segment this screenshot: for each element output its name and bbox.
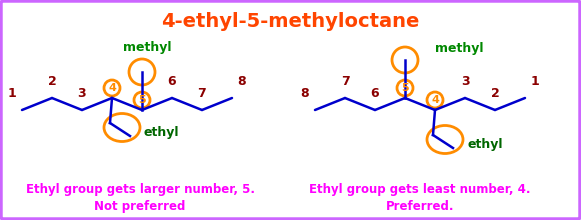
Text: ethyl: ethyl bbox=[144, 126, 180, 139]
Text: 7: 7 bbox=[340, 75, 349, 88]
Text: 2: 2 bbox=[48, 75, 56, 88]
Text: 6: 6 bbox=[168, 75, 176, 88]
Text: 7: 7 bbox=[198, 87, 206, 100]
Text: Ethyl group gets least number, 4.
Preferred.: Ethyl group gets least number, 4. Prefer… bbox=[309, 183, 531, 213]
Text: methyl: methyl bbox=[435, 42, 483, 55]
Text: 4: 4 bbox=[431, 95, 439, 105]
Text: 3: 3 bbox=[461, 75, 469, 88]
Text: 1: 1 bbox=[530, 75, 539, 88]
Text: 4: 4 bbox=[108, 83, 116, 93]
Text: 8: 8 bbox=[238, 75, 246, 88]
Text: 5: 5 bbox=[401, 83, 409, 93]
Text: methyl: methyl bbox=[123, 41, 171, 54]
Text: 5: 5 bbox=[138, 95, 146, 105]
Text: ethyl: ethyl bbox=[467, 138, 503, 151]
Text: 2: 2 bbox=[490, 87, 500, 100]
Text: 3: 3 bbox=[78, 87, 87, 100]
Text: 4-ethyl-5-methyloctane: 4-ethyl-5-methyloctane bbox=[161, 12, 419, 31]
Text: 1: 1 bbox=[8, 87, 16, 100]
Text: Ethyl group gets larger number, 5.
Not preferred: Ethyl group gets larger number, 5. Not p… bbox=[26, 183, 254, 213]
Text: 6: 6 bbox=[371, 87, 379, 100]
Text: 8: 8 bbox=[301, 87, 309, 100]
